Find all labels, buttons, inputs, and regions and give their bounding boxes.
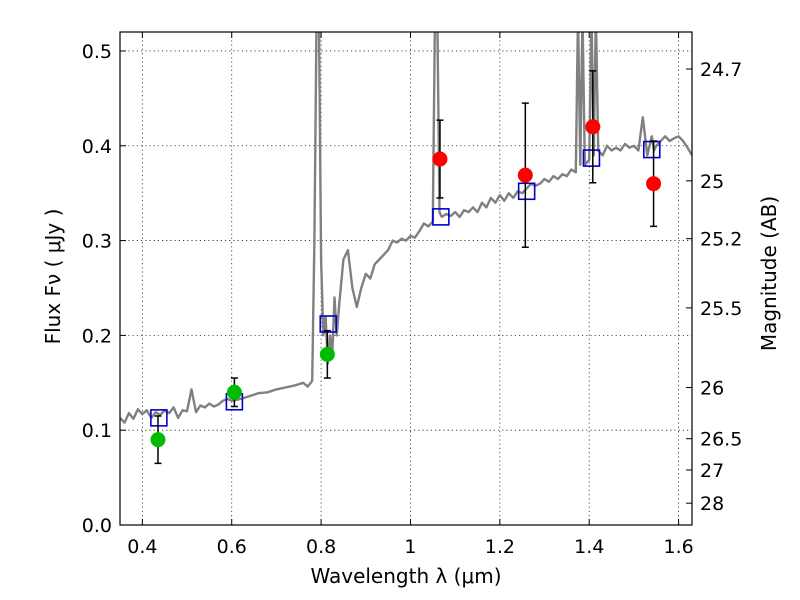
y-tick-label: 0.2 xyxy=(82,325,112,347)
spectrum-line xyxy=(120,32,692,424)
x-tick-label: 1.4 xyxy=(574,536,604,558)
y-tick-label: 0.1 xyxy=(82,420,112,442)
grid-lines xyxy=(120,32,692,526)
y-tick-label: 0.4 xyxy=(82,136,112,158)
magnitude-tick-label: 27 xyxy=(700,460,724,482)
y-axis-label-right: Magnitude (AB) xyxy=(757,196,781,351)
magnitude-tick-label: 25.2 xyxy=(700,229,742,251)
magnitude-tick-label: 25.5 xyxy=(700,298,742,320)
magnitude-tick-label: 24.7 xyxy=(700,59,742,81)
observed-point xyxy=(646,176,662,192)
y-tick-label: 0.0 xyxy=(82,515,112,537)
axis-ticks: 0.4 0.6 0.8 1 1.2 1.4 1.6 0.0 0.1 0.2 0.3 0.4 0.5 24.… xyxy=(82,32,742,558)
observed-point xyxy=(150,432,166,448)
x-tick-label: 1.2 xyxy=(485,536,515,558)
model-point xyxy=(150,409,168,427)
model-spectrum xyxy=(120,32,692,424)
magnitude-tick-label: 26.5 xyxy=(700,429,742,451)
y-tick-label: 0.5 xyxy=(82,41,112,63)
model-point xyxy=(432,208,450,226)
observed-point xyxy=(226,384,242,400)
observed-point xyxy=(517,167,533,183)
observed-photometry xyxy=(150,70,662,465)
model-photometry xyxy=(150,140,661,427)
x-axis-label: Wavelength λ (μm) xyxy=(310,564,501,588)
x-tick-label: 1.6 xyxy=(663,536,693,558)
x-tick-label: 0.8 xyxy=(306,536,336,558)
magnitude-tick-label: 26 xyxy=(700,378,724,400)
y-tick-label: 0.3 xyxy=(82,231,112,253)
magnitude-tick-label: 25 xyxy=(700,171,724,193)
x-tick-label: 0.6 xyxy=(217,536,247,558)
model-point xyxy=(582,149,601,167)
observed-point xyxy=(585,119,601,135)
model-point xyxy=(319,315,338,333)
plot-frame xyxy=(119,31,693,526)
y-axis-label-left: Flux Fν ( μJy ) xyxy=(41,209,65,345)
x-tick-label: 0.4 xyxy=(127,536,157,558)
observed-point xyxy=(432,151,448,167)
model-point xyxy=(517,182,536,201)
observed-point xyxy=(319,346,335,362)
x-tick-label: 1 xyxy=(404,536,416,558)
magnitude-tick-label: 28 xyxy=(700,493,724,515)
